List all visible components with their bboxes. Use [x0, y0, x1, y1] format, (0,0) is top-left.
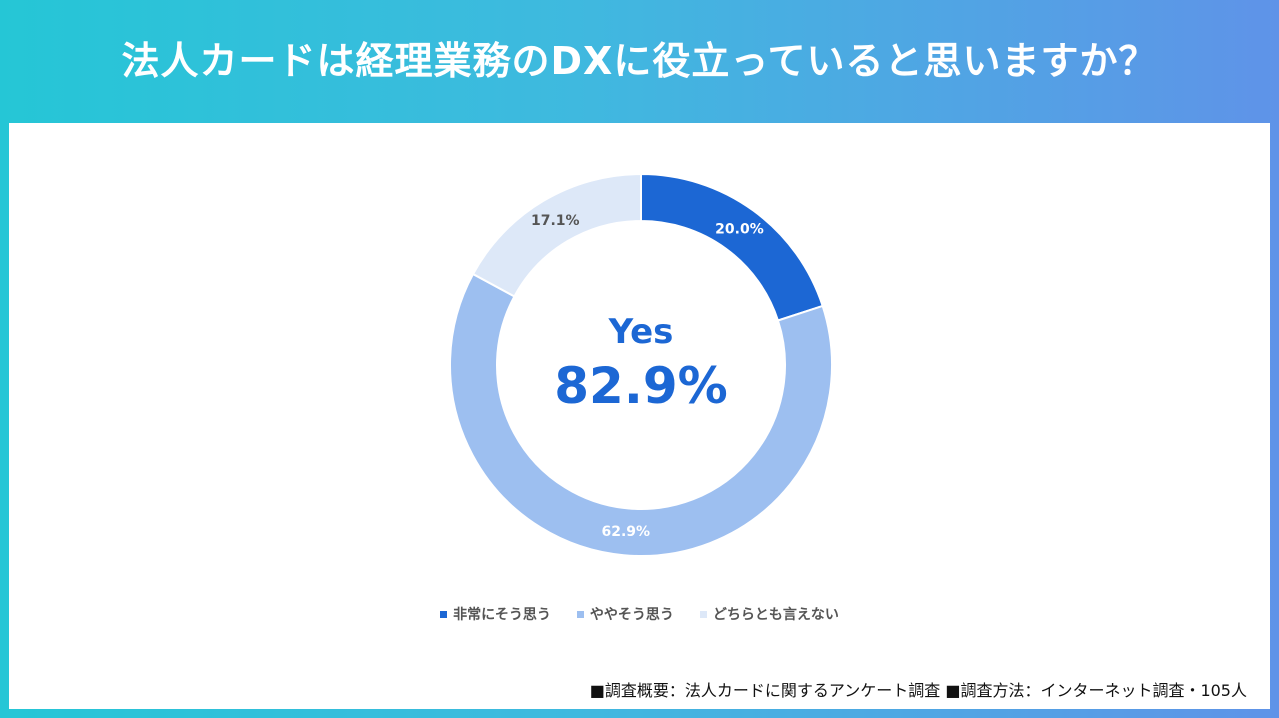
donut-slice-2 [449, 272, 833, 557]
legend-label: どちらとも言えない [712, 607, 839, 623]
legend-label: ややそう思う [589, 607, 674, 623]
legend-item-3: どちらとも言えない [699, 604, 839, 624]
chart-legend: 非常にそう思う ややそう思う どちらとも言えない [0, 604, 1279, 624]
slice-label-3: 17.1% [531, 213, 580, 229]
slice-label-1: 20.0% [715, 221, 764, 237]
donut-slice-3 [471, 172, 642, 298]
legend-item-1: 非常にそう思う [440, 604, 551, 624]
legend-swatch [576, 610, 584, 618]
survey-footnote: ■調査概要：法人カードに関するアンケート調査 ■調査方法：インターネット調査・1… [589, 681, 1247, 700]
legend-swatch [440, 610, 448, 618]
slice-label-2: 62.9% [601, 524, 650, 540]
legend-item-2: ややそう思う [576, 604, 674, 624]
center-value: 82.9% [554, 357, 727, 415]
chart-title: 法人カードは経理業務のDXに役立っていると思いますか？ [121, 39, 1158, 83]
center-label: Yes [608, 312, 674, 352]
donut-slice-1 [640, 172, 824, 322]
legend-swatch [699, 610, 707, 618]
legend-label: 非常にそう思う [453, 607, 551, 623]
